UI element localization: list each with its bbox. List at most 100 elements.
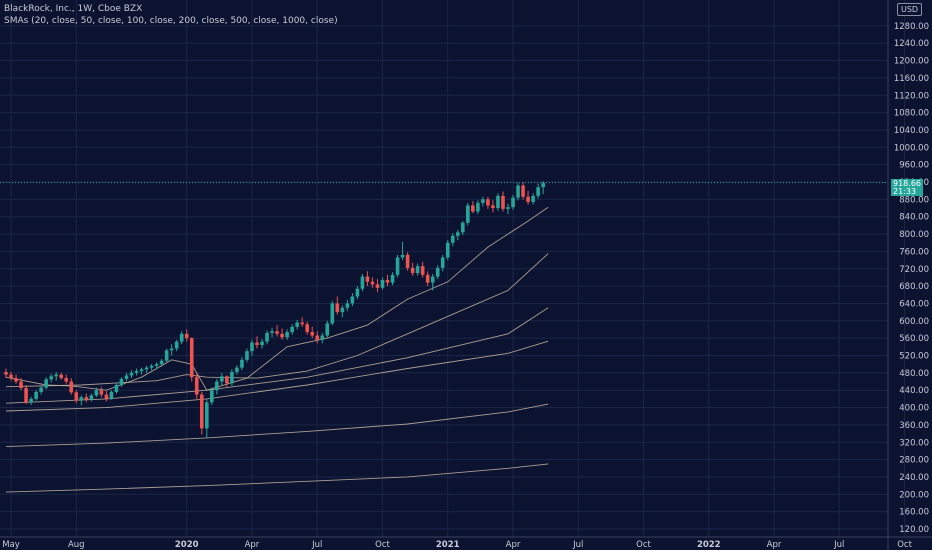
candle-body: [164, 350, 169, 361]
candle-body: [255, 342, 259, 346]
candle-body: [84, 397, 89, 400]
candle-body: [119, 378, 124, 385]
candle-body: [290, 326, 294, 333]
candle-body: [89, 395, 94, 400]
candle-body: [179, 333, 184, 342]
y-tick-label: 240.00: [899, 473, 929, 483]
x-tick-label: Oct: [375, 540, 390, 550]
candle-body: [94, 390, 99, 396]
candle-body: [380, 280, 385, 288]
candle-body: [305, 324, 309, 333]
candle-body: [154, 364, 159, 366]
last-price-value: 918.66: [893, 179, 921, 188]
candle-body: [124, 375, 129, 379]
x-tick-label: Jul: [311, 540, 322, 550]
candle-body: [245, 351, 249, 360]
candle-body: [295, 322, 299, 327]
candle-body: [184, 333, 189, 339]
candle-body: [114, 384, 119, 392]
candle-body: [531, 195, 535, 202]
x-tick-label: Apr: [245, 540, 260, 550]
y-tick-label: 1040.00: [894, 126, 929, 136]
candle-body: [270, 331, 274, 333]
candle-body: [400, 254, 405, 258]
y-tick-label: 640.00: [899, 299, 929, 309]
y-tick-label: 1000.00: [894, 143, 929, 153]
indicator-legend: SMAs (20, close, 50, close, 100, close, …: [4, 16, 338, 26]
candle-body: [435, 267, 440, 277]
x-tick-label: Jul: [833, 540, 844, 550]
y-tick-label: 1240.00: [894, 39, 929, 49]
candle-body: [59, 374, 64, 379]
y-tick-label: 560.00: [899, 334, 929, 344]
candle-body: [79, 397, 84, 401]
candle-body: [350, 296, 355, 304]
candle-body: [415, 266, 420, 274]
candle-body: [310, 332, 315, 336]
candle-body: [461, 222, 465, 233]
candle-body: [24, 388, 28, 403]
y-tick-label: 1080.00: [894, 109, 929, 119]
candle-body: [144, 367, 149, 370]
candle-body: [365, 276, 370, 282]
currency-badge[interactable]: USD: [897, 3, 923, 16]
candle-body: [174, 341, 179, 349]
candle-body: [516, 185, 520, 198]
candle-body: [511, 197, 515, 208]
x-tick-label: May: [2, 540, 20, 550]
y-tick-label: 760.00: [899, 247, 929, 257]
candle-body: [99, 390, 104, 395]
candle-body: [496, 195, 500, 209]
candle-body: [134, 371, 139, 373]
candle-body: [456, 232, 460, 236]
candle-body: [265, 332, 269, 342]
candle-body: [430, 276, 435, 283]
candle-body: [481, 199, 485, 203]
candle-body: [275, 331, 279, 334]
x-tick-label: 2020: [175, 540, 199, 550]
candle-body: [395, 257, 400, 275]
candle-body: [385, 280, 390, 283]
y-tick-label: 520.00: [899, 352, 929, 362]
candle-body: [19, 381, 23, 389]
x-tick-label: Apr: [767, 540, 782, 550]
candle-body: [64, 378, 69, 382]
candle-body: [370, 281, 375, 285]
y-tick-label: 680.00: [899, 282, 929, 292]
candle-body: [54, 374, 58, 377]
y-tick-label: 600.00: [899, 317, 929, 327]
y-tick-label: 160.00: [899, 508, 929, 518]
y-tick-label: 880.00: [899, 195, 929, 205]
candle-body: [280, 333, 284, 338]
candle-body: [405, 254, 410, 268]
candle-body: [139, 369, 144, 372]
candle-body: [491, 205, 495, 209]
candle-body: [340, 307, 345, 313]
candle-body: [235, 367, 239, 372]
candle-body: [476, 202, 480, 212]
candle-body: [425, 274, 430, 283]
candle-body: [471, 205, 475, 212]
x-tick-label: Oct: [636, 540, 651, 550]
candle-body: [39, 387, 43, 392]
candle-body: [220, 376, 224, 382]
sma-line: [5, 403, 549, 448]
candle-body: [541, 182, 545, 188]
candle-body: [355, 288, 360, 297]
y-tick-label: 480.00: [899, 369, 929, 379]
y-tick-label: 1280.00: [894, 22, 929, 32]
candle-body: [169, 348, 174, 351]
bar-countdown: 21:33: [893, 187, 917, 196]
y-tick-label: 440.00: [899, 386, 929, 396]
sma-line: [5, 206, 549, 391]
sma-line: [5, 463, 549, 493]
sma-line: [5, 253, 549, 388]
chart-title: BlackRock, Inc., 1W, Cboe BZX: [4, 4, 143, 14]
candle-body: [129, 372, 134, 376]
candle-body: [9, 374, 13, 379]
candle-body: [521, 185, 525, 197]
y-tick-label: 800.00: [899, 230, 929, 240]
y-tick-label: 1160.00: [894, 74, 929, 84]
